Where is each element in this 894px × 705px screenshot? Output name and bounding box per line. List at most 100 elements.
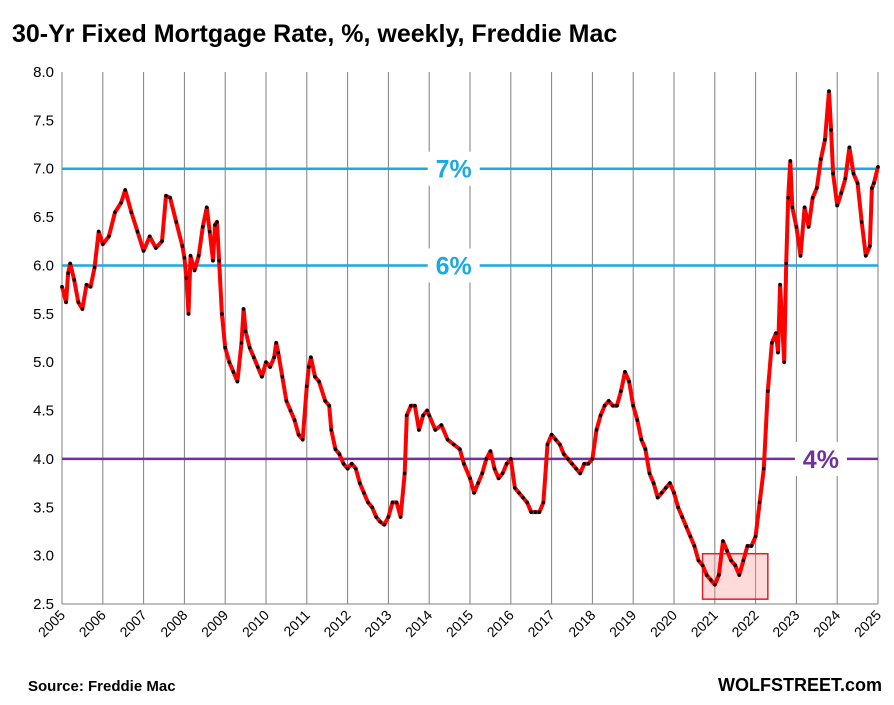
data-point	[635, 418, 640, 423]
data-point	[409, 403, 413, 408]
data-point	[374, 515, 378, 519]
data-point	[362, 490, 366, 495]
data-point	[851, 171, 856, 176]
x-tick-label: 2014	[402, 607, 435, 640]
data-point	[578, 471, 582, 476]
data-point	[521, 495, 525, 500]
data-point	[182, 255, 187, 260]
data-point	[378, 519, 383, 524]
data-point	[292, 418, 297, 423]
data-point	[425, 408, 429, 413]
data-point	[619, 389, 623, 394]
data-point	[643, 447, 648, 452]
data-point	[333, 447, 338, 452]
data-point	[488, 449, 493, 453]
data-point	[839, 191, 844, 195]
data-point	[676, 505, 680, 510]
data-point	[220, 312, 224, 316]
data-point	[323, 399, 327, 403]
data-point	[215, 220, 219, 224]
data-point	[733, 563, 737, 568]
data-point	[692, 544, 697, 548]
axes	[61, 72, 878, 605]
data-point	[390, 500, 395, 505]
data-point	[757, 500, 762, 505]
data-point	[829, 128, 833, 132]
data-point	[533, 510, 538, 514]
data-point	[337, 452, 342, 456]
reference-label-bg	[427, 151, 480, 186]
data-point	[394, 500, 399, 505]
series-group	[60, 89, 880, 587]
data-point	[305, 384, 309, 389]
data-point	[84, 283, 89, 287]
data-point	[574, 466, 578, 471]
data-point	[462, 461, 466, 466]
y-tick-label: 3.5	[33, 499, 54, 516]
data-point	[684, 524, 689, 529]
data-point	[778, 283, 782, 287]
data-point	[92, 265, 97, 270]
data-point	[341, 461, 346, 466]
data-point	[586, 461, 591, 466]
data-point	[188, 253, 193, 258]
reference-label: 6%	[436, 252, 472, 280]
reference-label: 7%	[436, 156, 472, 184]
data-point	[192, 268, 197, 273]
data-point	[562, 452, 566, 456]
data-point	[627, 379, 631, 384]
data-point	[615, 403, 619, 408]
data-point	[868, 244, 872, 248]
data-point	[784, 261, 788, 266]
reference-label-bg	[427, 248, 480, 283]
data-point	[398, 515, 403, 519]
data-point	[700, 563, 705, 568]
data-point	[284, 399, 289, 403]
data-point	[517, 490, 521, 495]
x-tick-label: 2012	[320, 607, 353, 640]
data-point	[721, 539, 725, 543]
data-point	[782, 360, 786, 364]
data-point	[788, 159, 793, 163]
data-point	[819, 157, 823, 161]
data-point	[141, 249, 146, 253]
x-tick-label: 2024	[810, 607, 843, 640]
data-point	[472, 490, 476, 495]
data-point	[480, 471, 485, 476]
data-point	[570, 461, 574, 466]
data-point	[631, 403, 635, 408]
data-point	[566, 457, 570, 461]
data-point	[370, 505, 374, 510]
data-point	[353, 466, 358, 471]
data-point	[260, 374, 264, 379]
data-point	[680, 515, 684, 519]
data-point	[205, 205, 209, 210]
data-point	[688, 534, 693, 539]
x-tick-label: 2013	[361, 607, 394, 640]
data-point	[513, 486, 517, 490]
data-point	[68, 261, 72, 266]
y-tick-label: 7.0	[33, 161, 54, 178]
data-point	[119, 200, 123, 205]
source-note: Source: Freddie Mac	[28, 678, 176, 695]
data-point	[329, 428, 334, 432]
y-tick-labels: 2.5 3.0 3.5 4.0 4.5 5.0 5.5 6.0 6.5 7.0 7.5 8.0	[33, 64, 54, 613]
y-tick-label: 5.5	[33, 306, 54, 323]
data-point	[231, 370, 236, 374]
data-point	[427, 413, 432, 418]
data-point	[60, 284, 64, 289]
data-point	[276, 350, 281, 355]
data-point	[594, 428, 599, 432]
data-point	[135, 229, 140, 234]
data-point	[623, 370, 627, 374]
data-point	[366, 500, 370, 505]
data-point	[863, 253, 868, 258]
data-point	[713, 582, 717, 587]
data-point	[492, 466, 497, 471]
x-tick-label: 2006	[76, 607, 109, 640]
data-point	[790, 205, 795, 210]
data-point	[672, 490, 676, 495]
data-point	[113, 210, 117, 215]
x-tick-labels: 2005 2006 2007 2008 2009 2010 2011 2012 2013 2014…	[35, 607, 884, 640]
data-point	[317, 379, 321, 384]
